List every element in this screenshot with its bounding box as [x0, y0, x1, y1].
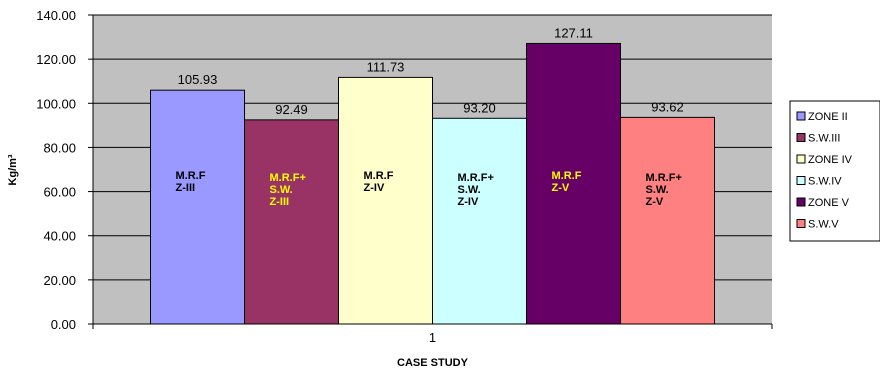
y-tick-label: 120.00 [36, 52, 76, 67]
bar-inner-label: M.R.F [364, 170, 394, 182]
bar-inner-label: M.R.F [552, 170, 582, 182]
x-axis-title: CASE STUDY [397, 357, 469, 369]
bar-inner-label: S.W. [458, 184, 481, 196]
bar-value-label: 105.93 [178, 72, 218, 87]
legend-swatch [796, 197, 806, 207]
bar [244, 119, 339, 325]
legend-label: ZONE II [808, 111, 848, 123]
legend-label: ZONE IV [808, 154, 853, 166]
bar [432, 117, 527, 325]
y-tick-label: 140.00 [36, 8, 76, 23]
bar [526, 42, 621, 325]
y-tick-label: 20.00 [43, 273, 76, 288]
y-tick-label: 40.00 [43, 229, 76, 244]
legend-swatch [796, 133, 806, 142]
y-tick-label: 0.00 [51, 317, 76, 332]
x-category-label: 1 [429, 330, 436, 345]
legend-swatch [796, 176, 806, 185]
bar-inner-label: S.W. [270, 184, 293, 196]
bar-inner-label: M.R.F+ [270, 172, 306, 184]
bar-inner-label: Z-V [646, 196, 664, 208]
bar-inner-label: Z-III [176, 182, 196, 194]
bars: 105.93M.R.FZ-III92.49M.R.F+S.W.Z-III111.… [150, 25, 715, 325]
bar-inner-label: Z-V [552, 182, 570, 194]
bar-value-label: 111.73 [367, 59, 405, 74]
bar-inner-label: S.W. [646, 184, 669, 196]
y-tick-label: 60.00 [43, 185, 76, 200]
legend-label: S.W.IV [808, 176, 842, 188]
bar-value-label: 93.62 [651, 99, 684, 114]
bar-inner-label: Z-IV [458, 196, 479, 208]
legend-swatch [796, 154, 806, 164]
legend-swatch [796, 111, 806, 121]
bar-inner-label: M.R.F+ [646, 172, 682, 184]
bar [620, 116, 715, 325]
bar-inner-label: M.R.F+ [458, 172, 494, 184]
y-axis-title: Kg/m³ [7, 154, 19, 186]
legend: ZONE II S.W.III ZONE IV S.W.IV ZONE V S.W.V [789, 100, 880, 242]
bar-value-label: 93.20 [463, 100, 496, 115]
y-tick-label: 80.00 [43, 140, 76, 155]
y-axis-ticks: 0.00 20.00 40.00 60.00 80.00 100.00 120.00 140.… [36, 8, 773, 332]
legend-label: S.W.V [808, 219, 839, 231]
bar [150, 89, 245, 325]
bar-inner-label: M.R.F [176, 170, 206, 182]
y-tick-label: 100.00 [36, 96, 76, 111]
bar-inner-label: Z-III [270, 196, 290, 208]
legend-box [789, 100, 880, 242]
legend-label: S.W.III [808, 133, 840, 145]
legend-swatch [796, 219, 806, 228]
bar-inner-label: Z-IV [364, 182, 385, 194]
bar [338, 76, 433, 325]
legend-label: ZONE V [808, 197, 850, 209]
bar-value-label: 127.11 [554, 25, 593, 40]
bar-value-label: 92.49 [275, 102, 308, 117]
